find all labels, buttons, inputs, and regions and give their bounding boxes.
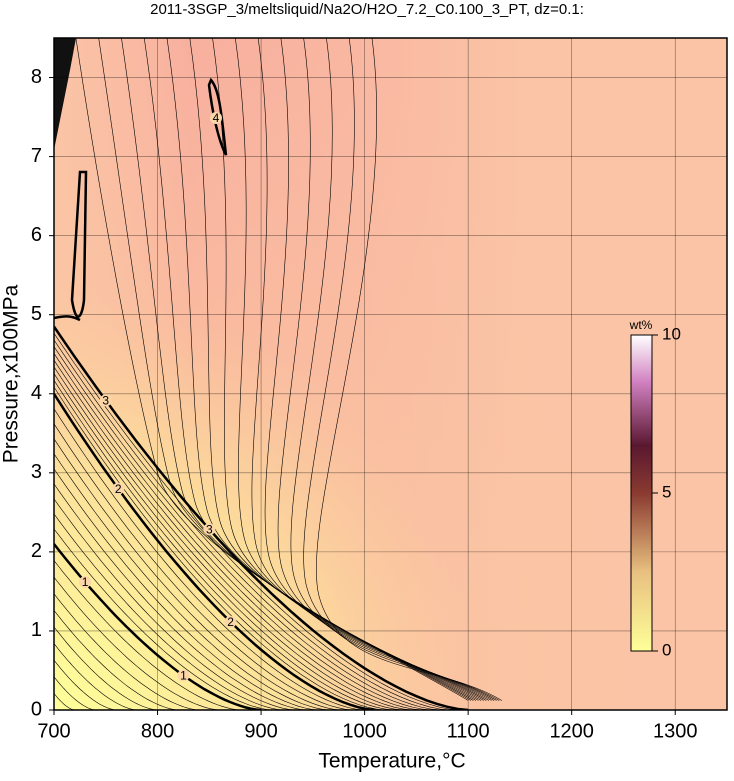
contour-line	[290, 38, 497, 701]
contour-label: 4	[213, 111, 220, 125]
contour-line	[54, 380, 394, 710]
y-tick-label: 7	[31, 145, 42, 167]
contour-line	[54, 626, 158, 710]
contour-line	[54, 438, 341, 710]
plot-area: 1 1 2 2 3 3 4	[54, 38, 727, 710]
contour-label: 2	[227, 615, 234, 629]
contour-label: 1	[82, 575, 89, 589]
contour-line	[54, 393, 376, 710]
contour-line	[234, 38, 487, 701]
x-tick-label: 700	[37, 720, 70, 742]
contour-line	[54, 366, 413, 710]
contour-line	[54, 353, 431, 710]
colorbar-tick-label: 5	[662, 482, 671, 501]
y-tick-label: 1	[31, 619, 42, 641]
contour-line	[54, 333, 459, 710]
shading	[54, 38, 727, 710]
contour-line	[54, 373, 403, 710]
contour-line	[54, 643, 137, 710]
colorbar-label: wt%	[629, 318, 653, 332]
label-bg	[99, 394, 112, 407]
y-tick-label: 8	[31, 66, 42, 88]
contour-line	[54, 453, 330, 710]
contour-line	[54, 676, 96, 710]
contour-line	[264, 38, 492, 701]
contour-label: 2	[115, 482, 122, 496]
dark-region	[54, 38, 76, 150]
contour-line	[54, 560, 241, 710]
label-bg	[203, 523, 216, 536]
x-axis-label: Temperature,°C	[318, 750, 465, 773]
contour-line	[54, 483, 307, 710]
contour-line	[54, 386, 385, 710]
contour-line	[54, 170, 88, 322]
colorbar-tick-label: 0	[662, 640, 671, 659]
x-tick-label: 1200	[549, 720, 594, 742]
contour-line	[251, 38, 490, 701]
contour-label: 1	[180, 669, 187, 683]
label-bg	[112, 482, 125, 495]
y-tick-label: 4	[31, 382, 42, 404]
y-tick-label: 5	[31, 303, 42, 325]
colorbar-tick-label: 10	[662, 324, 681, 343]
contour-line	[303, 38, 500, 701]
contour-line	[54, 339, 450, 710]
x-tick-label: 1300	[653, 720, 698, 742]
label-bg	[79, 575, 92, 588]
y-tick-label: 6	[31, 224, 42, 246]
label-bg	[210, 112, 222, 124]
contour-line	[54, 498, 296, 710]
y-axis-label: Pressure,x100MPa	[0, 284, 23, 463]
contour-line	[54, 593, 200, 710]
contour-line	[54, 577, 220, 710]
x-tick-label: 900	[244, 720, 277, 742]
contour-line	[54, 346, 441, 710]
chart-title: 2011-3SGP_3/meltsliquid/Na2O/H2O_7.2_C0.…	[150, 1, 584, 18]
colorbar	[630, 334, 653, 652]
contour-line	[277, 38, 495, 701]
label-bg	[177, 669, 190, 682]
contour-label: 3	[206, 522, 213, 536]
contour-label: 3	[102, 393, 109, 407]
y-tick-label: 2	[31, 540, 42, 562]
contour-line	[54, 360, 422, 710]
contour-line	[54, 423, 353, 710]
x-tick-label: 800	[141, 720, 174, 742]
contour-line	[207, 77, 228, 156]
x-tick-label: 1000	[342, 720, 387, 742]
x-tick-label: 1100	[447, 720, 490, 742]
contour-line	[54, 660, 117, 710]
plot-frame	[53, 37, 728, 711]
label-bg	[224, 615, 237, 628]
contour-line	[54, 528, 273, 710]
contour-line	[54, 408, 364, 710]
y-tick-label: 3	[31, 461, 42, 483]
contour-line	[54, 513, 284, 710]
contour-line	[54, 693, 75, 710]
contour-line	[54, 468, 319, 710]
y-tick-label: 0	[31, 698, 42, 720]
